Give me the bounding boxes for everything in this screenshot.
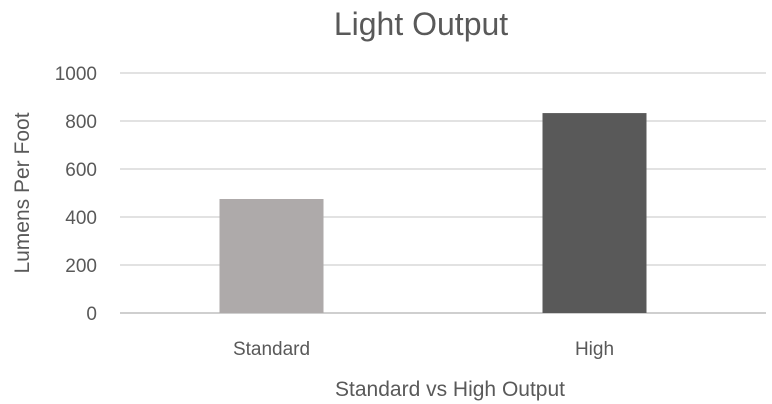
bar-high: [542, 113, 647, 313]
y-tick-label: 600: [65, 160, 97, 181]
y-tick-label: 400: [65, 208, 97, 229]
y-axis-ticks: 0 200 400 600 800 1000: [55, 64, 97, 325]
chart-title: Light Output: [334, 6, 508, 42]
y-axis-title: Lumens Per Foot: [11, 112, 34, 273]
bar-standard: [219, 199, 324, 313]
x-axis-title: Standard vs High Output: [335, 378, 565, 401]
y-tick-label: 1000: [55, 64, 97, 85]
x-axis-ticks: Standard High: [233, 339, 614, 360]
x-tick-label: Standard: [233, 339, 310, 360]
y-tick-label: 0: [86, 304, 97, 325]
gridlines: [120, 72, 766, 314]
y-tick-label: 200: [65, 256, 97, 277]
x-tick-label: High: [575, 339, 614, 360]
bars: [219, 113, 647, 313]
y-tick-label: 800: [65, 112, 97, 133]
